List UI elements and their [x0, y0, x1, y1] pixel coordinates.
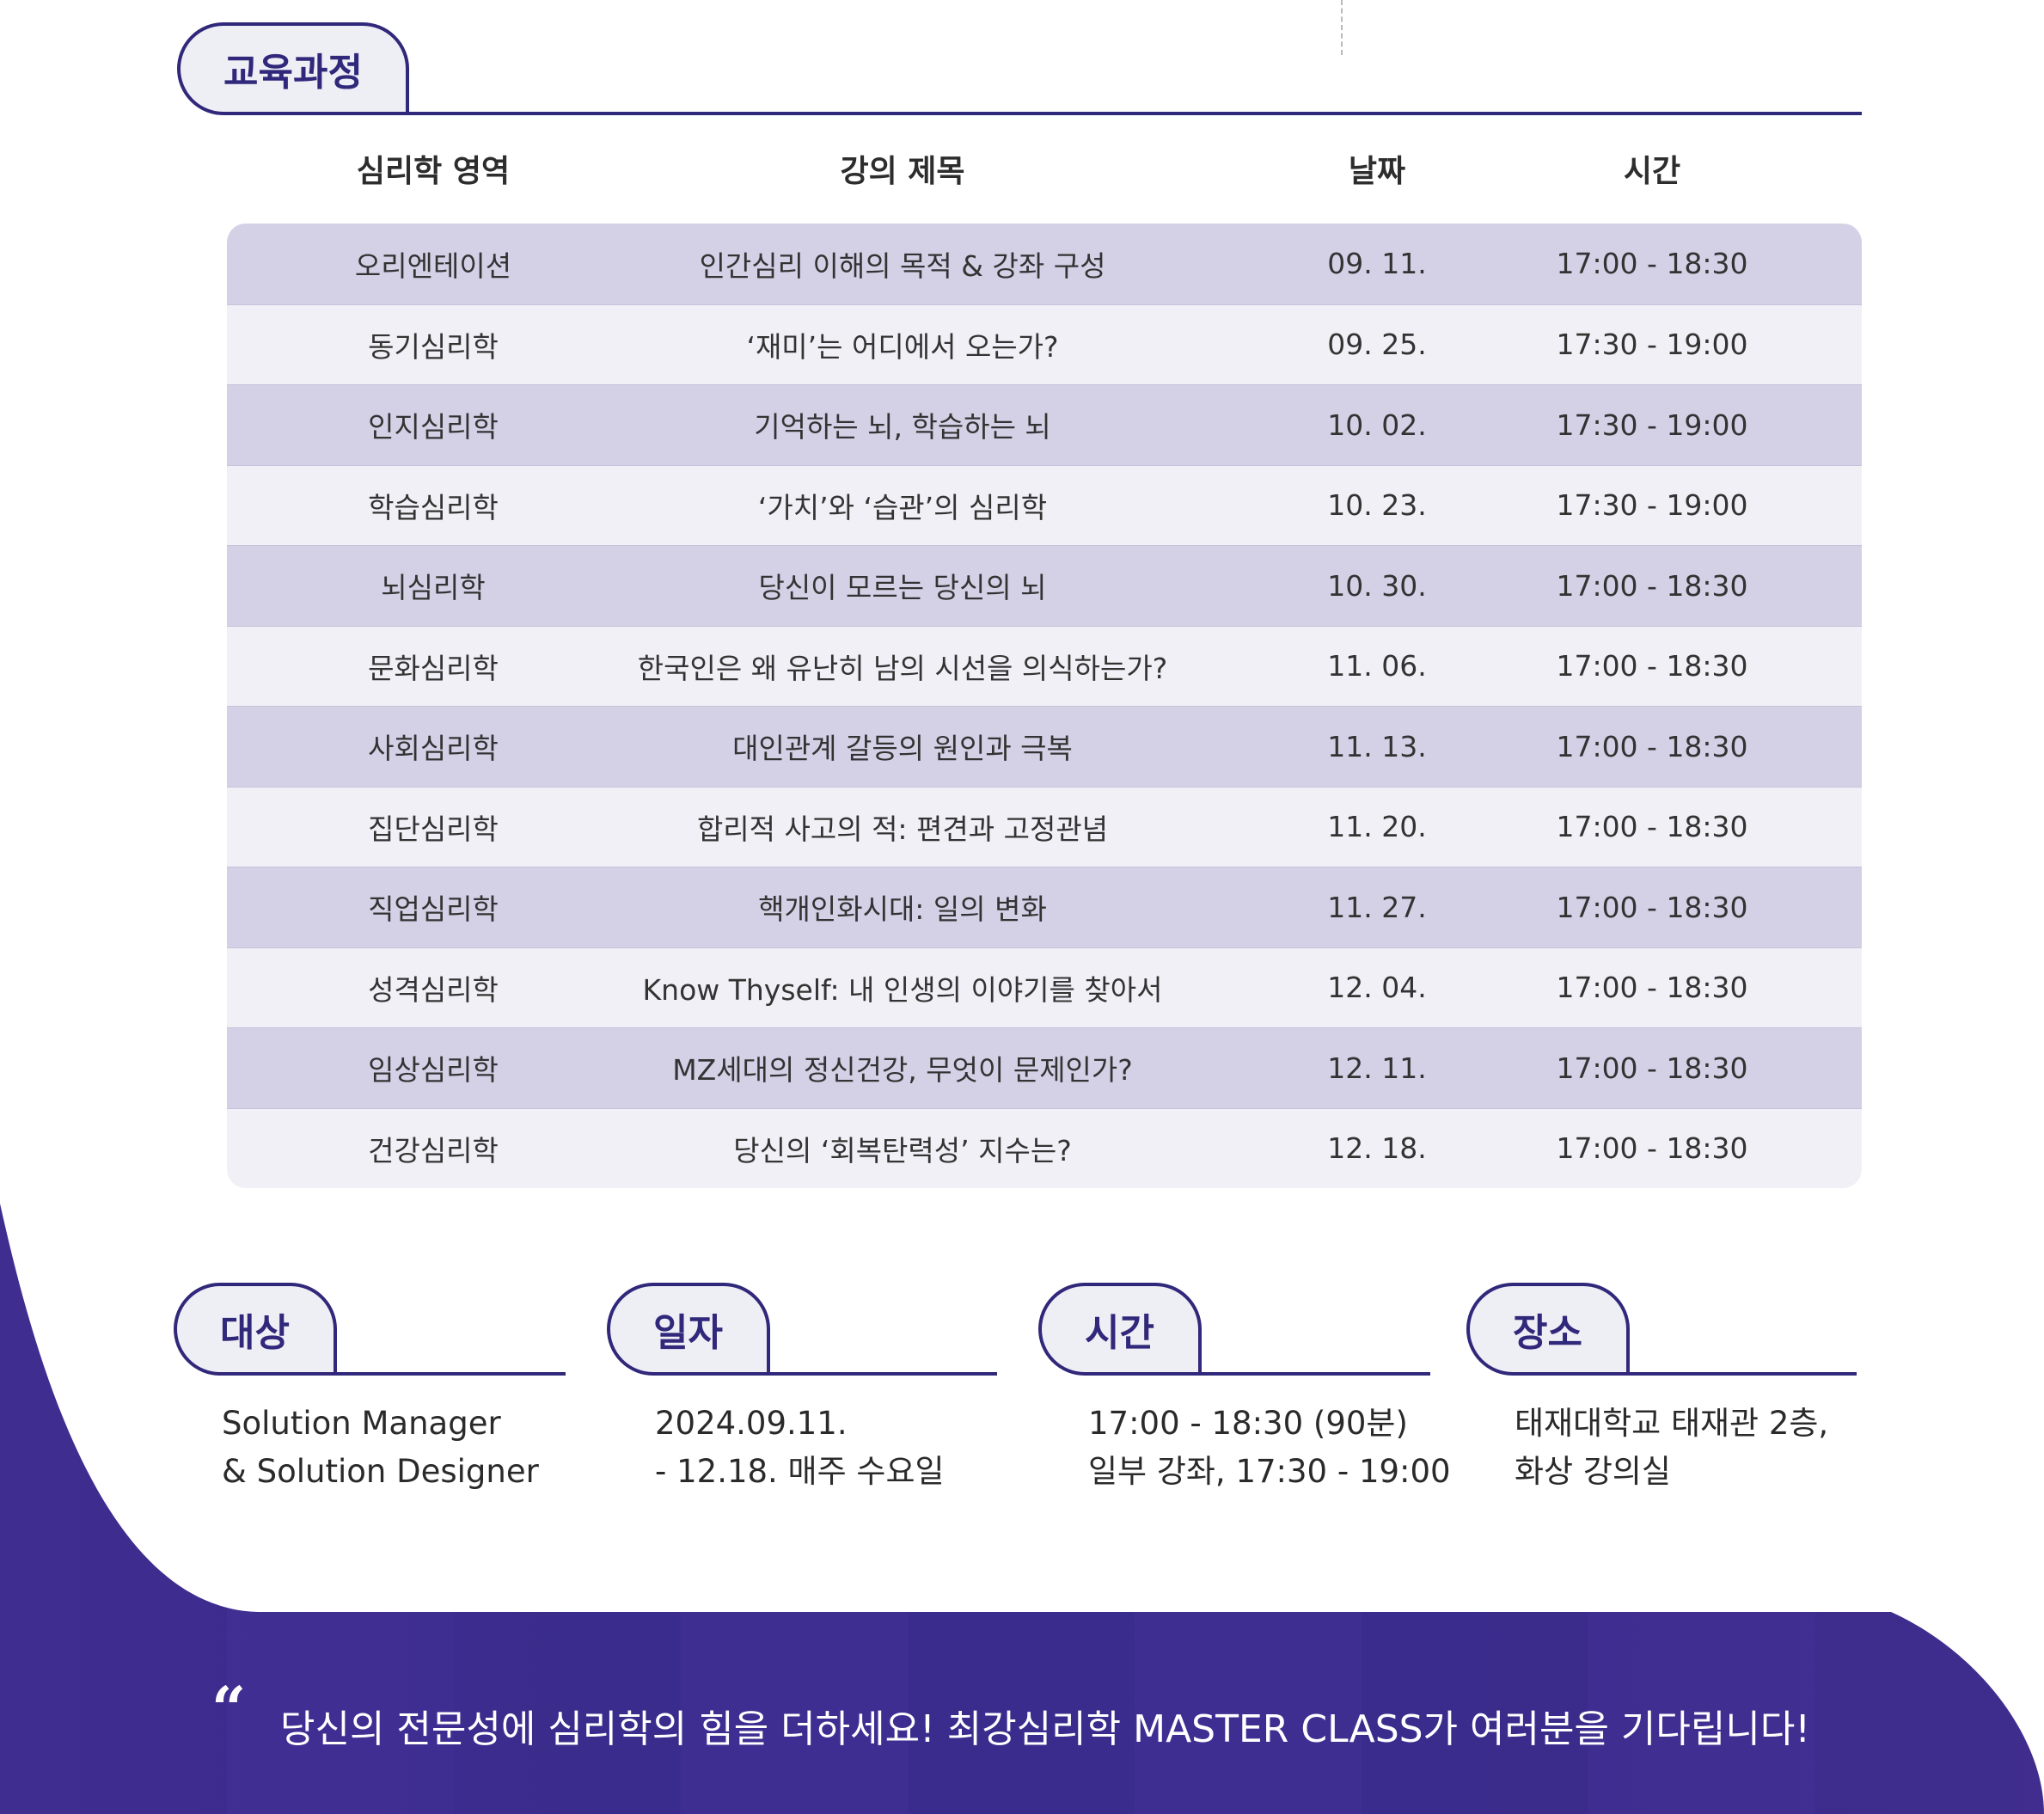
- quote-icon: “: [211, 1673, 247, 1744]
- cell-date: 09. 25.: [1327, 328, 1427, 362]
- cell-date: 11. 20.: [1327, 810, 1427, 844]
- info-underline-target: [337, 1372, 566, 1376]
- cell-area: 학습심리학: [368, 490, 499, 524]
- table-row: 직업심리학 핵개인화시대: 일의 변화 11. 27. 17:00 - 18:30: [227, 867, 1862, 947]
- info-line: 태재대학교 태재관 2층,: [1515, 1405, 1829, 1442]
- info-tab-time: 시간: [1038, 1283, 1202, 1376]
- cell-area: 인지심리학: [368, 410, 499, 444]
- cell-title: ‘재미’는 어디에서 오는가?: [746, 329, 1059, 364]
- table-row: 문화심리학 한국인은 왜 유난히 남의 시선을 의식하는가? 11. 06. 17:0…: [227, 625, 1862, 706]
- cell-time: 17:00 - 18:30: [1556, 890, 1748, 924]
- cell-date: 09. 11.: [1327, 247, 1427, 281]
- cell-title: 당신이 모르는 당신의 뇌: [758, 571, 1047, 605]
- cell-area: 임상심리학: [368, 1053, 499, 1088]
- info-line: Solution Manager: [222, 1405, 501, 1442]
- table-row: 사회심리학 대인관계 갈등의 원인과 극복 11. 13. 17:00 - 18:30: [227, 706, 1862, 787]
- dashed-divider: [1341, 0, 1343, 55]
- info-tab-target: 대상: [174, 1283, 337, 1376]
- info-text-place: 태재대학교 태재관 2층, 화상 강의실: [1515, 1400, 1828, 1496]
- info-text-time: 17:00 - 18:30 (90분) 일부 강좌, 17:30 - 19:00: [1088, 1400, 1451, 1496]
- info-underline-date: [770, 1372, 997, 1376]
- cell-time: 17:00 - 18:30: [1556, 247, 1748, 281]
- cell-time: 17:30 - 19:00: [1556, 328, 1748, 362]
- banner-message: 당신의 전문성에 심리학의 힘을 더하세요! 최강심리학 MASTER CLAS…: [280, 1707, 1810, 1751]
- cell-title: MZ세대의 정신건강, 무엇이 문제인가?: [672, 1053, 1133, 1088]
- cell-time: 17:00 - 18:30: [1556, 649, 1748, 683]
- info-underline-place: [1630, 1372, 1857, 1376]
- cell-date: 12. 18.: [1327, 1131, 1427, 1166]
- info-line: 일부 강좌, 17:30 - 19:00: [1088, 1453, 1451, 1490]
- cell-area: 오리엔테이션: [354, 248, 512, 283]
- header-area: 심리학 영역: [356, 154, 511, 189]
- curriculum-tab: 교육과정: [177, 22, 409, 115]
- cell-title: 인간심리 이해의 목적 & 강좌 구성: [699, 248, 1106, 283]
- table-row: 학습심리학 ‘가치’와 ‘습관’의 심리학 10. 23. 17:30 - 19:00: [227, 464, 1862, 545]
- cell-title: Know Thyself: 내 인생의 이야기를 찾아서: [642, 972, 1163, 1007]
- cell-title: 당신의 ‘회복탄력성’ 지수는?: [733, 1133, 1072, 1167]
- cell-date: 12. 11.: [1327, 1051, 1427, 1085]
- table-row: 성격심리학 Know Thyself: 내 인생의 이야기를 찾아서 12. 04.…: [227, 947, 1862, 1027]
- cell-date: 10. 30.: [1327, 568, 1427, 603]
- info-label-target: 대상: [220, 1311, 290, 1355]
- table-row: 동기심리학 ‘재미’는 어디에서 오는가? 09. 25. 17:30 - 19:00: [227, 303, 1862, 384]
- cell-area: 동기심리학: [368, 329, 499, 364]
- cell-time: 17:00 - 18:30: [1556, 1051, 1748, 1085]
- curriculum-underline: [409, 112, 1862, 115]
- cell-time: 17:30 - 19:00: [1556, 488, 1748, 523]
- cell-title: 핵개인화시대: 일의 변화: [758, 892, 1047, 927]
- info-label-time: 시간: [1085, 1311, 1154, 1355]
- curriculum-title: 교육과정: [223, 51, 363, 95]
- cell-area: 성격심리학: [368, 972, 499, 1007]
- info-line: 17:00 - 18:30 (90분): [1088, 1405, 1408, 1442]
- info-line: & Solution Designer: [222, 1453, 539, 1490]
- cell-date: 10. 02.: [1327, 408, 1427, 442]
- cell-area: 직업심리학: [368, 892, 499, 927]
- header-date: 날짜: [1348, 154, 1406, 189]
- cell-date: 11. 13.: [1327, 729, 1427, 763]
- table-row: 오리엔테이션 인간심리 이해의 목적 & 강좌 구성 09. 11. 17:00 - …: [227, 224, 1862, 304]
- info-tab-place: 장소: [1466, 1283, 1630, 1376]
- header-time: 시간: [1623, 154, 1681, 189]
- header-title: 강의 제목: [840, 154, 965, 189]
- cell-title: 대인관계 갈등의 원인과 극복: [732, 732, 1073, 766]
- table-row: 뇌심리학 당신이 모르는 당신의 뇌 10. 30. 17:00 - 18:30: [227, 545, 1862, 626]
- info-underline-time: [1202, 1372, 1430, 1376]
- info-label-date: 일자: [653, 1311, 723, 1355]
- cell-title: 기억하는 뇌, 학습하는 뇌: [754, 410, 1051, 444]
- cell-area: 문화심리학: [368, 651, 499, 685]
- table-header: 심리학 영역 강의 제목 날짜 시간: [0, 146, 2044, 206]
- bottom-banner: [0, 1204, 2044, 1814]
- cell-time: 17:00 - 18:30: [1556, 971, 1748, 1005]
- info-tab-date: 일자: [607, 1283, 770, 1376]
- info-label-place: 장소: [1513, 1311, 1582, 1355]
- cell-time: 17:00 - 18:30: [1556, 810, 1748, 844]
- cell-area: 사회심리학: [368, 732, 499, 766]
- banner-shape: [0, 1204, 2044, 1814]
- table-row: 건강심리학 당신의 ‘회복탄력성’ 지수는? 12. 18. 17:00 - 18:3…: [227, 1107, 1862, 1188]
- cell-time: 17:00 - 18:30: [1556, 729, 1748, 763]
- cell-date: 12. 04.: [1327, 971, 1427, 1005]
- curriculum-table: 오리엔테이션 인간심리 이해의 목적 & 강좌 구성 09. 11. 17:00 - …: [227, 224, 1862, 1188]
- info-line: - 12.18. 매주 수요일: [655, 1453, 945, 1490]
- cell-date: 11. 27.: [1327, 890, 1427, 924]
- cell-title: 합리적 사고의 적: 편견과 고정관념: [696, 812, 1109, 846]
- cell-date: 10. 23.: [1327, 488, 1427, 523]
- cell-date: 11. 06.: [1327, 649, 1427, 683]
- cell-time: 17:00 - 18:30: [1556, 1131, 1748, 1166]
- info-text-date: 2024.09.11. - 12.18. 매주 수요일: [655, 1400, 945, 1496]
- cell-title: ‘가치’와 ‘습관’의 심리학: [757, 490, 1048, 524]
- cell-time: 17:30 - 19:00: [1556, 408, 1748, 442]
- info-text-target: Solution Manager & Solution Designer: [222, 1400, 539, 1496]
- cell-area: 집단심리학: [368, 812, 499, 846]
- table-row: 집단심리학 합리적 사고의 적: 편견과 고정관념 11. 20. 17:00 - 1…: [227, 786, 1862, 867]
- cell-area: 건강심리학: [368, 1133, 499, 1167]
- cell-area: 뇌심리학: [381, 571, 486, 605]
- table-row: 인지심리학 기억하는 뇌, 학습하는 뇌 10. 02. 17:30 - 19:00: [227, 384, 1862, 465]
- cell-time: 17:00 - 18:30: [1556, 568, 1748, 603]
- info-line: 2024.09.11.: [655, 1405, 848, 1442]
- cell-title: 한국인은 왜 유난히 남의 시선을 의식하는가?: [637, 651, 1168, 685]
- info-line: 화상 강의실: [1515, 1453, 1671, 1490]
- table-row: 임상심리학 MZ세대의 정신건강, 무엇이 문제인가? 12. 11. 17:00 -…: [227, 1027, 1862, 1108]
